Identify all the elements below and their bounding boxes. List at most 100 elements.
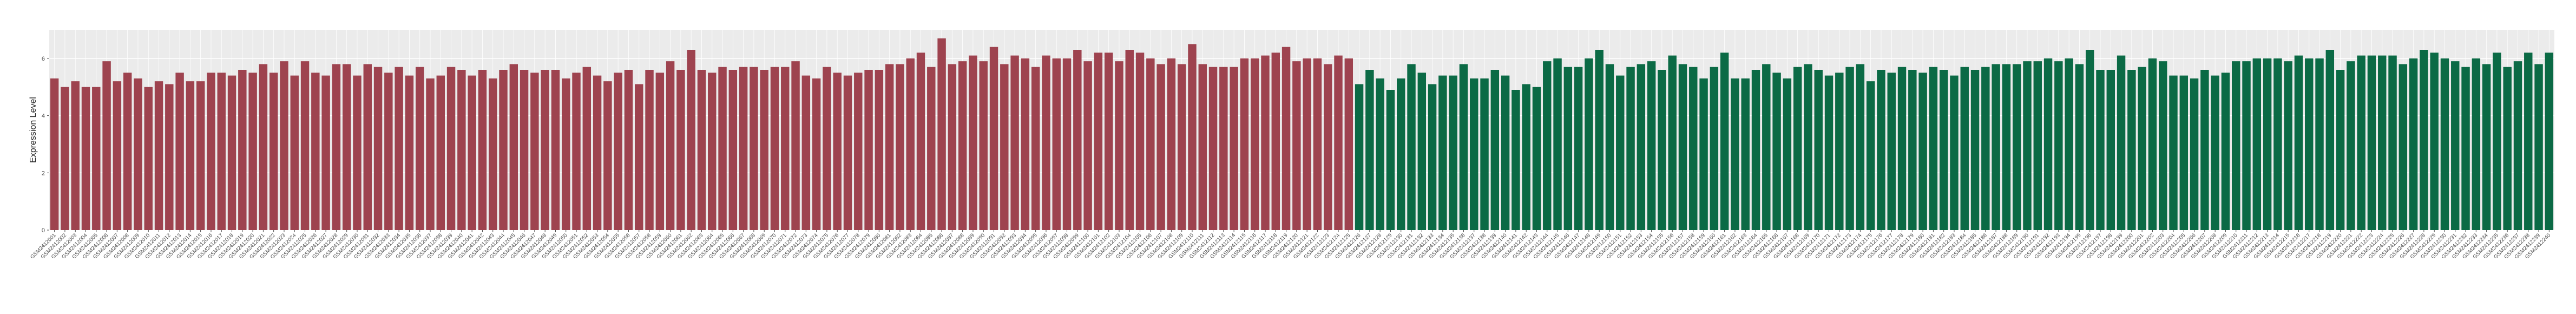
bar	[426, 78, 435, 230]
bar	[2367, 55, 2376, 231]
bar	[624, 70, 633, 230]
bar	[916, 53, 925, 231]
bar	[750, 67, 758, 230]
bar	[1762, 64, 1771, 230]
bar	[2263, 58, 2272, 230]
bar	[1918, 73, 1927, 231]
bar	[1574, 67, 1583, 230]
bar	[2315, 58, 2324, 230]
bar	[697, 70, 706, 230]
bar	[1261, 55, 1270, 231]
bar	[739, 67, 748, 230]
bar	[2545, 53, 2554, 231]
bar	[770, 67, 779, 230]
bar	[468, 75, 476, 231]
bar	[50, 78, 59, 230]
bar	[979, 61, 988, 231]
bar	[1021, 58, 1030, 230]
bar	[728, 70, 738, 230]
bar	[2378, 55, 2387, 231]
bar	[2221, 73, 2230, 231]
bar	[248, 73, 257, 231]
bar	[227, 75, 236, 231]
bar	[1897, 67, 1907, 230]
bar	[2242, 61, 2251, 231]
bar	[1814, 70, 1823, 230]
bar	[2033, 61, 2042, 231]
bar	[854, 73, 863, 231]
bar	[760, 70, 768, 230]
bar	[2305, 58, 2314, 230]
bar	[1981, 67, 1990, 230]
bar	[2513, 61, 2522, 231]
bar	[1731, 78, 1739, 230]
bar	[2398, 64, 2408, 230]
bar	[405, 75, 414, 231]
bar	[1188, 44, 1197, 230]
bar	[2336, 70, 2345, 230]
bar	[520, 70, 529, 230]
bar	[2534, 64, 2543, 230]
bar	[1094, 53, 1103, 231]
bar	[1626, 67, 1635, 230]
bar	[2232, 61, 2240, 231]
bar	[175, 73, 184, 231]
bar	[384, 73, 393, 231]
bar	[1010, 55, 1019, 231]
bar	[1292, 61, 1301, 231]
bar	[1271, 53, 1280, 231]
bar	[1783, 78, 1792, 230]
bar	[781, 67, 790, 230]
bar	[593, 75, 602, 231]
bar	[415, 67, 424, 230]
bar	[1595, 50, 1604, 230]
bar	[61, 87, 69, 230]
bar	[2085, 50, 2094, 230]
bar	[2493, 53, 2501, 231]
bar	[572, 73, 581, 231]
bar	[2190, 78, 2199, 230]
bar	[102, 61, 111, 231]
bar	[446, 67, 456, 230]
bar	[1115, 61, 1123, 231]
bar	[1845, 67, 1854, 230]
bar	[958, 61, 967, 231]
bar	[2054, 61, 2063, 231]
bar	[436, 75, 445, 231]
bar	[1480, 78, 1489, 230]
bar	[373, 67, 383, 230]
bar	[2325, 50, 2335, 230]
bar	[2117, 55, 2126, 231]
bar	[927, 67, 936, 230]
bar	[1866, 81, 1875, 230]
bar	[71, 81, 80, 230]
bar	[2023, 61, 2032, 231]
bar	[1240, 58, 1249, 230]
bar	[718, 67, 727, 230]
bar	[1887, 73, 1896, 231]
bar	[342, 64, 351, 230]
bar	[2430, 53, 2439, 231]
bar	[562, 78, 570, 230]
bar	[1543, 61, 1552, 231]
bar	[207, 73, 215, 231]
bar	[1950, 75, 1959, 231]
plot-panel	[49, 30, 2554, 230]
bar	[1751, 70, 1760, 230]
bar	[666, 61, 675, 231]
bar	[2159, 61, 2167, 231]
bar	[196, 81, 205, 230]
bar	[1563, 67, 1573, 230]
bar	[1135, 53, 1145, 231]
bar	[1960, 67, 1969, 230]
y-tick-label: 0	[42, 227, 45, 234]
bar	[2211, 75, 2219, 231]
bar	[1741, 78, 1750, 230]
bar	[843, 75, 852, 231]
bar	[1334, 55, 1343, 231]
bar	[906, 58, 915, 230]
bar	[635, 84, 643, 230]
bar	[1616, 75, 1625, 231]
